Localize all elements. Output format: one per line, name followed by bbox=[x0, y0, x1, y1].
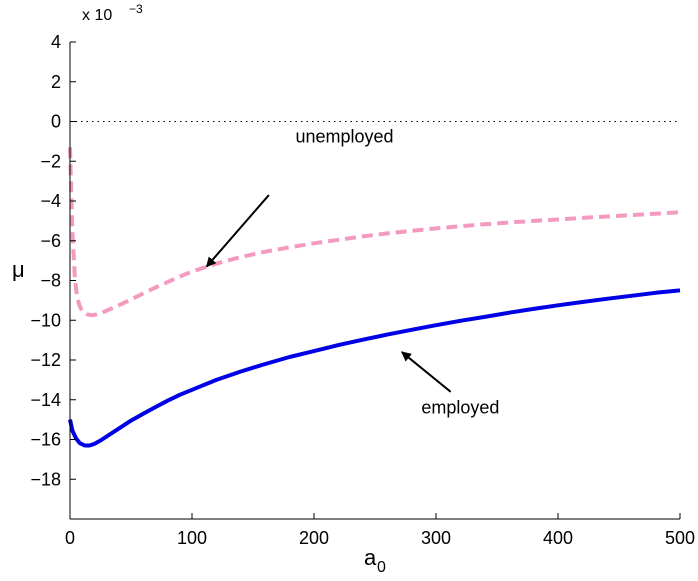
x-tick-label: 400 bbox=[543, 528, 573, 548]
y-tick-label: −18 bbox=[30, 469, 61, 489]
y-tick-label: −8 bbox=[40, 271, 61, 291]
plot-area bbox=[70, 42, 680, 519]
y-tick-label: −10 bbox=[30, 310, 61, 330]
y-scale-base: x 10 bbox=[82, 7, 112, 24]
y-tick-label: 2 bbox=[51, 72, 61, 92]
y-tick-label: −6 bbox=[40, 231, 61, 251]
y-tick-label: −14 bbox=[30, 390, 61, 410]
y-tick-label: −12 bbox=[30, 350, 61, 370]
x-axis-label-subscript: 0 bbox=[377, 559, 386, 576]
y-axis-label: μ bbox=[12, 257, 25, 282]
annotation-label-employed: employed bbox=[421, 398, 499, 418]
y-scale-exponent: −3 bbox=[129, 2, 143, 16]
x-tick-label: 0 bbox=[65, 528, 75, 548]
x-tick-label: 500 bbox=[665, 528, 695, 548]
series-line-unemployed bbox=[68, 147, 681, 318]
annotation-arrow-unemployed bbox=[205, 194, 270, 268]
y-tick-label: 0 bbox=[51, 112, 61, 132]
series-line-employed bbox=[68, 288, 681, 448]
x-tick-label: 200 bbox=[299, 528, 329, 548]
x-tick-label: 100 bbox=[177, 528, 207, 548]
y-tick-label: −2 bbox=[40, 151, 61, 171]
y-tick-label: −4 bbox=[40, 191, 61, 211]
annotation-arrow-employed bbox=[401, 351, 452, 393]
x-tick-label: 300 bbox=[421, 528, 451, 548]
annotation-label-unemployed: unemployed bbox=[295, 126, 393, 146]
y-tick-label: 4 bbox=[51, 32, 61, 52]
x-axis-label: a bbox=[364, 545, 377, 570]
y-tick-label: −16 bbox=[30, 430, 61, 450]
